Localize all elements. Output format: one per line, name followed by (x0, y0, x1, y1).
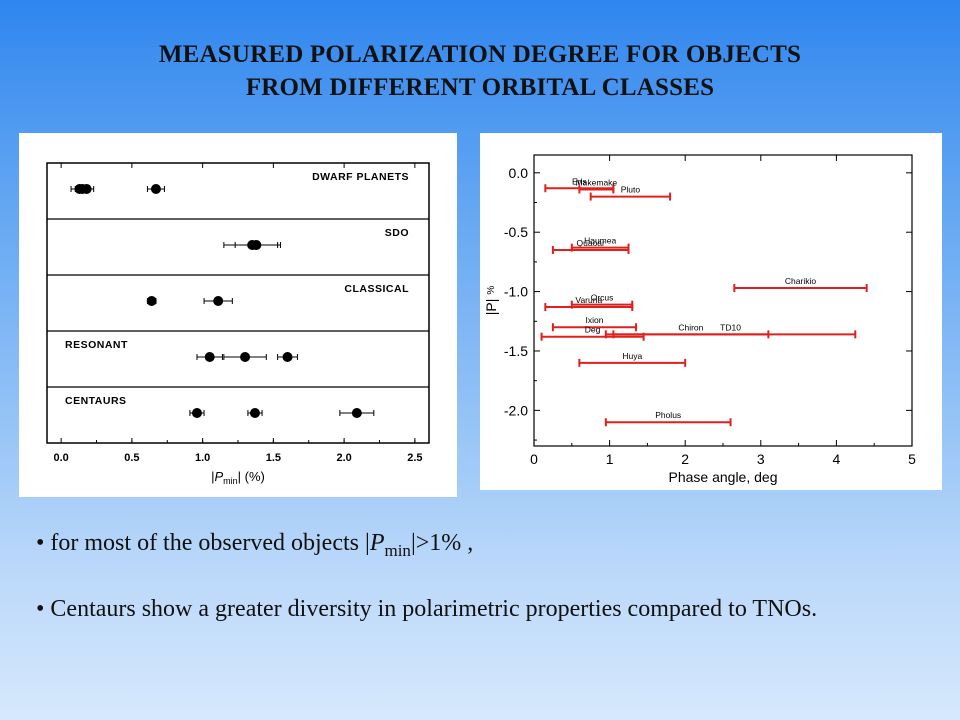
data-point (150, 184, 161, 194)
ylabel-var: |P| (483, 299, 499, 316)
bullet-text-end: |>1% , (410, 530, 474, 556)
series-label: Deg (585, 325, 601, 335)
series-label: Pluto (621, 185, 641, 195)
series-label: Quaoar (577, 238, 606, 248)
group-label: SDO (385, 227, 409, 239)
bullet-item-centaurs: • Centaurs show a greater diversity in p… (36, 595, 818, 622)
data-point (204, 352, 215, 362)
bullet-sub: min (384, 540, 411, 560)
data-point (351, 408, 362, 418)
bullet-item-pmin: • for most of the observed objects |Pmin… (36, 530, 474, 560)
data-point (191, 408, 202, 418)
x-tick-label: 0.5 (124, 452, 139, 464)
x-tick-label: 1.0 (195, 452, 210, 464)
group-label: DWARF PLANETS (312, 171, 409, 183)
series-label: TD10 (720, 322, 741, 332)
data-point (249, 408, 260, 418)
y-axis-label: |P|% (483, 286, 499, 316)
x-tick-label: 2 (681, 451, 689, 467)
x-tick-label: 2.5 (407, 452, 422, 464)
y-tick-label: -1.0 (504, 284, 528, 300)
xlabel-sub: min (223, 476, 238, 486)
x-tick-label: 4 (833, 451, 841, 467)
data-point (213, 296, 224, 306)
y-tick-label: -1.5 (504, 343, 528, 359)
group-label: RESONANT (65, 339, 128, 351)
x-axis-label: Phase angle, deg (669, 469, 778, 485)
x-tick-label: 2.0 (336, 452, 351, 464)
x-tick-label: 0 (530, 451, 538, 467)
pmin-by-class-chart: 0.0 0.5 1.0 1.5 2.0 2.5 DWARF PLANETS SDO CLASSI… (46, 162, 430, 486)
xlabel-var: P (214, 469, 223, 484)
xlabel-part: | (211, 469, 214, 484)
data-point (251, 240, 262, 250)
series-label: Eris (572, 176, 587, 186)
phase-angle-chart-panel: 0 1 2 3 4 5 0.0 -0.5 -1.0 -1.5 -2.0 Eris Makemake Plu… (480, 133, 942, 490)
series-label: Orcus (591, 293, 614, 303)
group-label: CENTAURS (65, 395, 127, 407)
x-tick-label: 1.5 (266, 452, 281, 464)
series-label: Pholus (655, 410, 681, 420)
y-tick-label: -2.0 (504, 402, 528, 418)
x-tick-label: 1 (606, 451, 614, 467)
bullet-text: for most of the observed objects | (50, 530, 370, 556)
page-title: MEASURED POLARIZATION DEGREE FOR OBJECTS… (0, 38, 960, 104)
group-label: CLASSICAL (344, 283, 409, 295)
series-label: Ixion (585, 315, 603, 325)
series-label: Charikio (785, 276, 816, 286)
ylabel-unit: % (486, 286, 497, 295)
title-line-1: MEASURED POLARIZATION DEGREE FOR OBJECTS (158, 41, 802, 68)
x-tick-label: 5 (908, 451, 916, 467)
data-point (282, 352, 293, 362)
x-axis-label: |Pmin| (%) (211, 469, 265, 486)
series-label: Makemake (576, 177, 618, 187)
series-label: Chiron (678, 322, 703, 332)
bullet-var: P (369, 530, 385, 556)
y-tick-label: -0.5 (504, 224, 528, 240)
data-point (146, 296, 157, 306)
data-point (240, 352, 251, 362)
series-label: Huya (622, 351, 642, 361)
xlabel-part: | (%) (238, 469, 265, 484)
x-tick-label: 3 (757, 451, 765, 467)
bullet-text: Centaurs show a greater diversity in pol… (50, 595, 818, 622)
title-line-2: FROM DIFFERENT ORBITAL CLASSES (245, 74, 715, 101)
series-label: Varuna (575, 295, 602, 305)
phase-angle-polarization-chart: 0 1 2 3 4 5 0.0 -0.5 -1.0 -1.5 -2.0 ErisMakemakePlu… (483, 154, 916, 485)
pmin-chart-panel: 0.0 0.5 1.0 1.5 2.0 2.5 DWARF PLANETS SDO CLASSI… (19, 133, 457, 497)
summary-bullets: • for most of the observed objects |Pmin… (36, 528, 936, 624)
series-label: Haumea (584, 236, 616, 246)
x-tick-label: 0.0 (53, 452, 68, 464)
y-tick-label: 0.0 (509, 165, 529, 181)
data-point (81, 184, 92, 194)
